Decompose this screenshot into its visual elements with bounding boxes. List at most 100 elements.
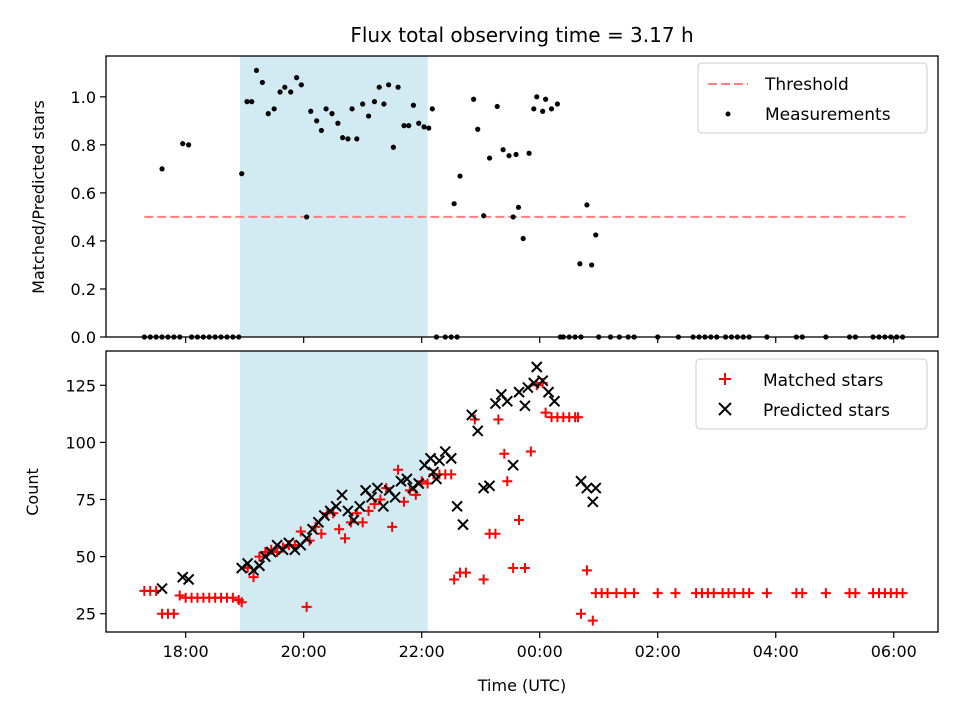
measurements-legend-label: Measurements bbox=[765, 105, 891, 125]
predicted-star-point bbox=[182, 573, 195, 586]
measurement-point bbox=[577, 261, 583, 267]
predicted-star-point bbox=[519, 400, 531, 412]
predicted-star-point bbox=[587, 496, 599, 508]
measurement-point bbox=[271, 106, 277, 112]
predicted-star-point bbox=[536, 374, 549, 387]
matched-star-point bbox=[422, 478, 433, 489]
matched-star-point bbox=[254, 551, 265, 562]
measurement-point bbox=[395, 84, 401, 90]
predicted-star-point bbox=[365, 491, 378, 503]
measurement-point bbox=[282, 84, 288, 90]
measurement-point bbox=[526, 150, 532, 156]
bottom-x-tick-label: 18:00 bbox=[163, 642, 209, 661]
predicted-stars-points bbox=[156, 361, 602, 595]
predicted-star-point bbox=[451, 500, 463, 513]
measurement-point bbox=[360, 101, 366, 107]
measurement-point bbox=[335, 120, 341, 126]
predicted-star-point bbox=[466, 409, 478, 421]
measurement-point bbox=[293, 75, 300, 81]
measurement-point bbox=[410, 102, 417, 108]
predicted-star-point bbox=[389, 491, 401, 503]
predicted-star-point bbox=[457, 518, 469, 531]
predicted-star-point bbox=[342, 505, 354, 517]
matched-star-point bbox=[227, 592, 238, 603]
measurement-point bbox=[354, 136, 360, 142]
predicted-star-point bbox=[513, 386, 525, 398]
predicted-star-point bbox=[430, 473, 443, 485]
bottom-legend-box bbox=[695, 358, 928, 430]
predicted-star-point bbox=[156, 582, 168, 595]
top-y-tick-label: 0.6 bbox=[71, 184, 96, 203]
measurement-point bbox=[345, 136, 351, 142]
top-y-axis: 0.0 0.2 0.4 0.6 0.8 1.0 bbox=[71, 88, 106, 347]
measurement-point bbox=[239, 171, 245, 177]
top-panel: 0.0 0.2 0.4 0.6 0.8 1.0 Matched/Predicted sta… bbox=[29, 55, 939, 347]
predicted-star-point bbox=[413, 477, 425, 490]
threshold-legend-label: Threshold bbox=[764, 75, 849, 95]
measurement-point bbox=[288, 89, 294, 95]
measurement-point bbox=[381, 101, 387, 107]
matched-star-point bbox=[469, 414, 480, 425]
bottom-panel: 25 50 75 100 125 18:00 20:00 22:00 00:00 02:00 04… bbox=[23, 350, 939, 695]
measurement-point bbox=[494, 103, 500, 110]
matched-star-point bbox=[540, 407, 551, 418]
bottom-legend: Matched stars Predicted stars bbox=[695, 358, 928, 430]
predicted-star-point bbox=[542, 386, 555, 398]
measurement-point bbox=[349, 106, 355, 112]
matched-star-point bbox=[602, 588, 613, 599]
predicted-star-point bbox=[501, 395, 513, 407]
predicted-stars-legend-swatch bbox=[718, 402, 732, 416]
measurement-point bbox=[159, 166, 165, 172]
top-plot-frame bbox=[105, 55, 939, 338]
matched-stars-legend-swatch bbox=[719, 373, 731, 385]
measurement-point bbox=[481, 213, 487, 219]
top-legend: Threshold Measurements bbox=[697, 62, 928, 134]
top-x-axis bbox=[185, 337, 895, 343]
measurements-points bbox=[141, 67, 906, 340]
measurement-point bbox=[308, 108, 314, 114]
predicted-star-point bbox=[330, 500, 342, 513]
measurement-point bbox=[416, 120, 422, 126]
figure-title: Flux total observing time = 3.17 h bbox=[350, 23, 693, 47]
measurement-point bbox=[329, 111, 335, 117]
matched-star-point bbox=[761, 588, 772, 599]
measurement-point bbox=[540, 108, 546, 114]
matched-star-point bbox=[393, 464, 404, 475]
predicted-star-point bbox=[445, 452, 457, 465]
measurement-point bbox=[513, 151, 519, 158]
measurement-point bbox=[304, 214, 310, 220]
bottom-x-tick-label: 20:00 bbox=[281, 642, 327, 661]
matched-star-point bbox=[478, 574, 489, 585]
bottom-y-tick-label: 50 bbox=[76, 548, 96, 567]
matched-star-point bbox=[508, 563, 519, 574]
measurement-point bbox=[457, 173, 463, 179]
predicted-star-point bbox=[395, 475, 407, 487]
matched-star-point bbox=[490, 528, 501, 539]
measurement-point bbox=[543, 96, 549, 102]
matched-star-point bbox=[652, 588, 663, 599]
matched-star-point bbox=[301, 601, 312, 612]
matched-star-point bbox=[587, 615, 598, 626]
bottom-y-tick-label: 125 bbox=[65, 376, 96, 395]
top-y-tick-label: 0.0 bbox=[71, 328, 96, 347]
predicted-star-point bbox=[336, 489, 348, 501]
bottom-x-axis: 18:00 20:00 22:00 00:00 02:00 04:00 06:00 bbox=[163, 632, 917, 661]
measurement-point bbox=[451, 201, 457, 207]
predicted-star-point bbox=[477, 482, 490, 494]
measurement-point bbox=[401, 123, 407, 129]
predicted-star-point bbox=[371, 482, 384, 494]
matched-star-point bbox=[573, 412, 584, 423]
measurement-point bbox=[386, 82, 392, 88]
bottom-x-tick-label: 06:00 bbox=[871, 642, 917, 661]
measurement-point bbox=[471, 96, 477, 102]
measurement-point bbox=[548, 106, 555, 112]
matched-star-point bbox=[174, 590, 185, 601]
measurement-point bbox=[365, 113, 372, 119]
measurement-point bbox=[429, 106, 435, 112]
matched-star-point bbox=[499, 448, 510, 459]
measurement-point bbox=[534, 94, 540, 100]
matched-star-point bbox=[339, 533, 350, 544]
bottom-observing-span bbox=[239, 351, 428, 632]
measurement-point bbox=[589, 262, 595, 268]
bottom-y-tick-label: 75 bbox=[76, 490, 96, 509]
